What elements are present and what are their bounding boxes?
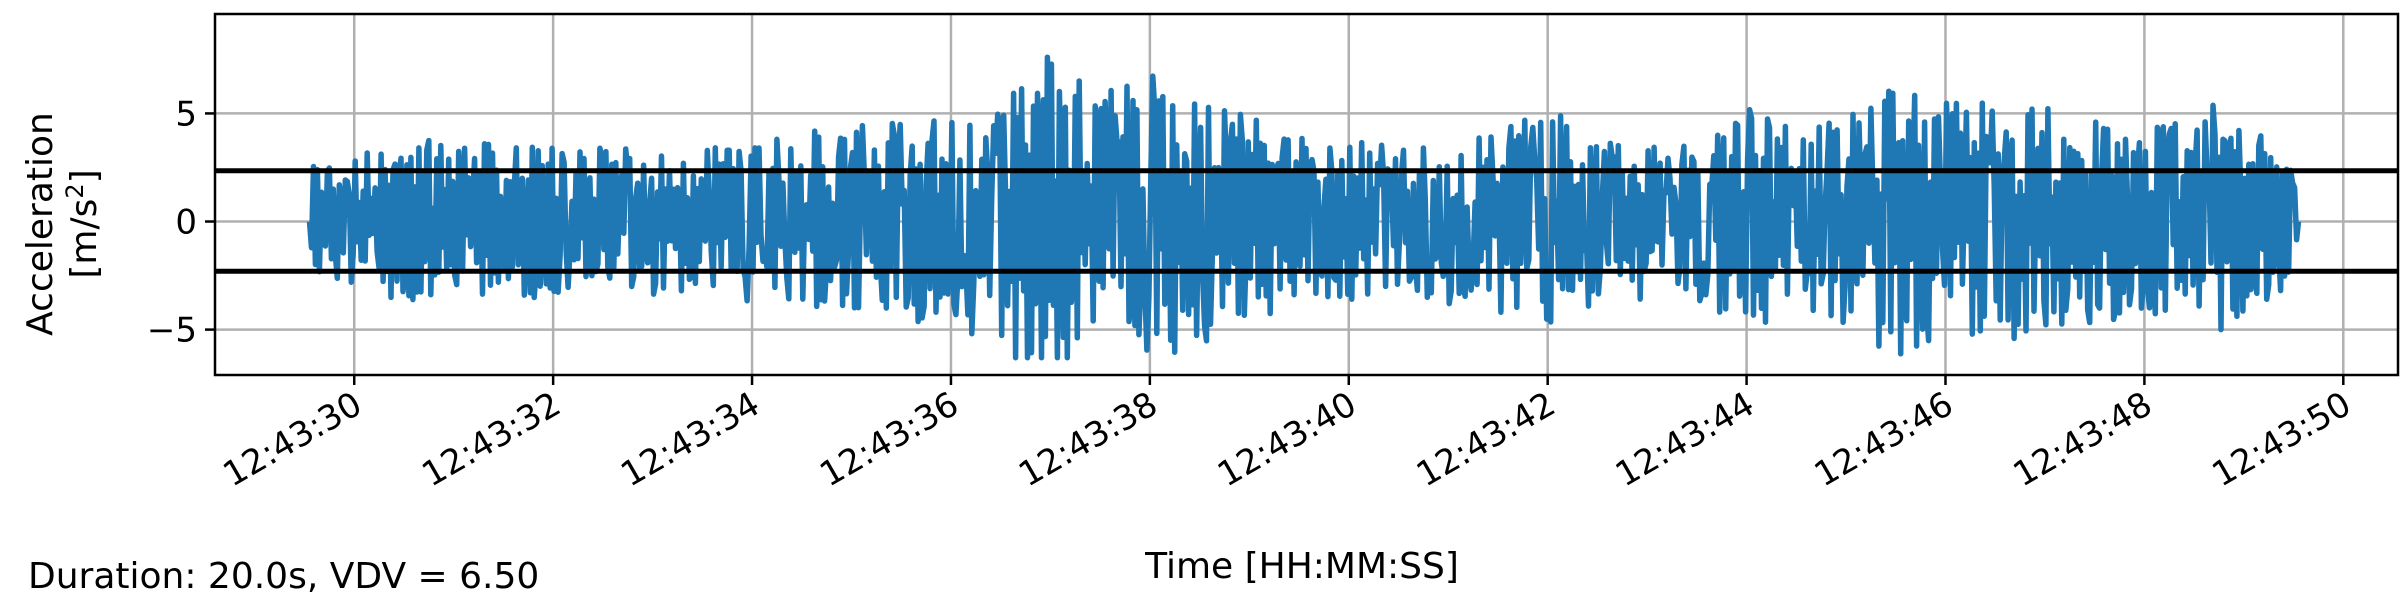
x-tick-label: 12:43:34 [614, 384, 766, 495]
x-tick-label: 12:43:36 [813, 384, 965, 495]
x-tick-label: 12:43:38 [1012, 384, 1164, 495]
plot-area [215, 54, 2398, 361]
y-axis-label: Acceleration [20, 112, 61, 336]
y-tick-label: 0 [175, 203, 197, 243]
y-axis-unit: [m/s2] [61, 169, 105, 278]
x-tick-label: 12:43:32 [415, 384, 567, 495]
y-tick-label: −5 [147, 311, 197, 351]
x-tick-label: 12:43:44 [1609, 384, 1761, 495]
y-tick-label: 5 [175, 94, 197, 134]
x-tick-label: 12:43:46 [1808, 384, 1960, 495]
x-axis-label: Time [HH:MM:SS] [1144, 546, 1459, 587]
x-tick-label: 12:43:50 [2206, 384, 2358, 495]
x-tick-label: 12:43:48 [2007, 384, 2159, 495]
y-axis-ticks: 5 0 −5 [147, 94, 215, 351]
x-axis-ticks: 12:43:30 12:43:32 12:43:34 12:43:36 12:43:38… [216, 375, 2358, 495]
x-tick-label: 12:43:30 [216, 384, 368, 495]
duration-vdv-summary: Duration: 20.0s, VDV = 6.50 [28, 556, 540, 597]
acceleration-series-line [306, 54, 2302, 361]
x-tick-label: 12:43:40 [1211, 384, 1363, 495]
x-tick-label: 12:43:42 [1410, 384, 1562, 495]
axes-frame [213, 12, 2400, 377]
